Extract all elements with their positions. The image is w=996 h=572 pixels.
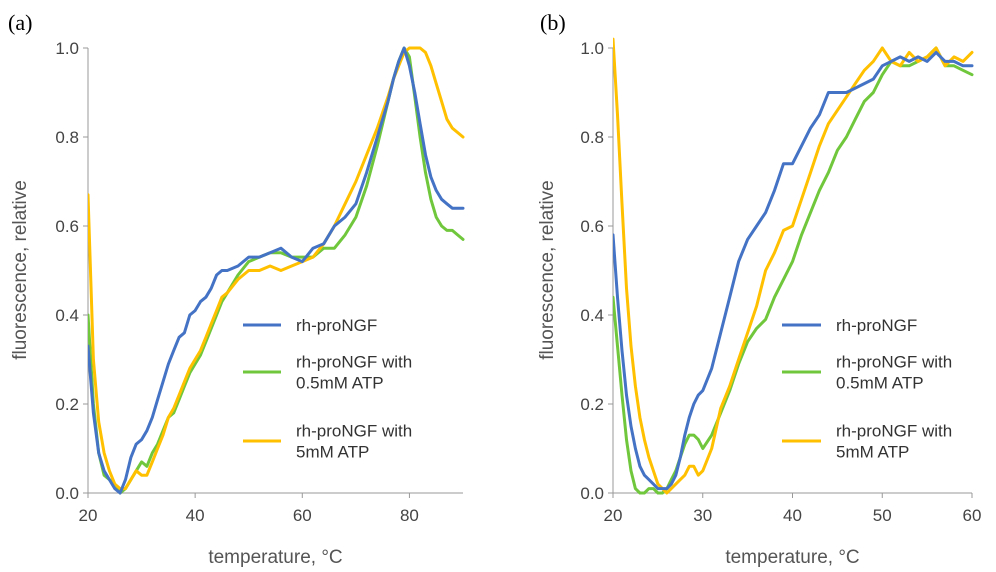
series-line-rh-prongf-5mm-atp [88, 46, 465, 491]
legend-label: rh-proNGF [836, 316, 917, 335]
y-tick-label: 0.0 [55, 484, 79, 503]
y-tick-label: 0.0 [580, 484, 604, 503]
legend-label: rh-proNGF with [836, 422, 952, 441]
x-tick-label: 40 [186, 506, 205, 525]
series-line-rh-prongf [613, 50, 974, 491]
x-tick-label: 60 [293, 506, 312, 525]
legend: rh-proNGF rh-proNGF with 0.5mM ATP rh-proNG… [243, 316, 412, 462]
y-tick-label: 1.0 [580, 39, 604, 58]
legend-label: 5mM ATP [296, 443, 369, 462]
legend-label: rh-proNGF [296, 316, 377, 335]
y-tick-label: 0.2 [580, 395, 604, 414]
legend-label: 0.5mM ATP [836, 374, 924, 393]
x-tick-label: 80 [400, 506, 419, 525]
panel-label: (a) [8, 10, 32, 35]
legend: rh-proNGF rh-proNGF with 0.5mM ATP rh-proNG… [782, 316, 952, 462]
y-axis-title: fluorescence, relative [537, 180, 558, 360]
y-tick-label: 0.6 [580, 217, 604, 236]
series-line-rh-prongf-5mm-atp [613, 37, 974, 495]
x-tick-label: 40 [783, 506, 802, 525]
panel-label: (b) [540, 10, 566, 35]
x-tick-label: 20 [79, 506, 98, 525]
x-tick-label: 20 [604, 506, 623, 525]
x-axis-title: temperature, °C [725, 547, 859, 568]
legend-label: rh-proNGF with [296, 353, 412, 372]
y-tick-label: 0.4 [55, 306, 79, 325]
x-tick-label: 30 [693, 506, 712, 525]
y-tick-label: 0.8 [580, 128, 604, 147]
y-tick-label: 0.8 [55, 128, 79, 147]
legend-label: 0.5mM ATP [296, 374, 384, 393]
legend-label: rh-proNGF with [296, 422, 412, 441]
x-tick-label: 50 [873, 506, 892, 525]
x-tick-label: 60 [963, 506, 982, 525]
legend-label: 5mM ATP [836, 443, 909, 462]
y-axis-title: fluorescence, relative [10, 180, 31, 360]
y-tick-label: 0.6 [55, 217, 79, 236]
chart-panel-b: (b) 0.0 0.2 0.4 0.6 0.8 1.0 20 30 40 50 60 temperatu… [537, 10, 981, 568]
y-tick-label: 1.0 [55, 39, 79, 58]
chart-panel-a: (a) 0.0 0.2 0.4 0.6 0.8 1.0 20 40 60 80 temperature… [8, 10, 465, 568]
series-line-rh-prongf [88, 46, 465, 495]
legend-label: rh-proNGF with [836, 353, 952, 372]
y-tick-label: 0.4 [580, 306, 604, 325]
x-axis-title: temperature, °C [208, 547, 342, 568]
y-tick-label: 0.2 [55, 395, 79, 414]
